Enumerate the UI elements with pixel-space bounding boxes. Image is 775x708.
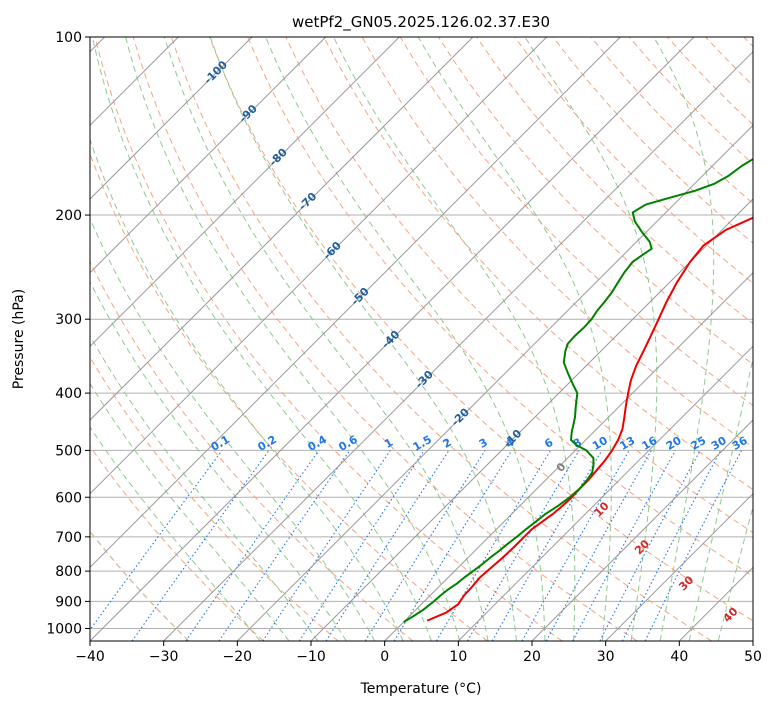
dry-adiabat-line [476, 37, 753, 325]
y-tick-label: 900 [55, 594, 82, 610]
x-tick-label: −10 [296, 649, 326, 665]
moist-adiabat-line [524, 37, 658, 641]
mixing-ratio-line [393, 450, 513, 641]
y-tick-label: 500 [55, 443, 82, 459]
mixing-ratio-line [545, 450, 652, 641]
moist-adiabat-line [717, 505, 753, 641]
x-axis-ticks: −40 −30 −20 −10 0 10 20 30 40 50 [75, 641, 762, 665]
mixing-ratio-line [644, 450, 742, 641]
series-lines [403, 157, 753, 623]
x-tick-label: 50 [744, 649, 762, 665]
y-tick-label: 400 [55, 386, 82, 402]
x-tick-label: −40 [75, 649, 105, 665]
isotherm-line [90, 37, 400, 348]
moist-adiabats [90, 37, 753, 641]
moist-adiabat-line [209, 37, 517, 641]
x-tick-label: 40 [670, 649, 688, 665]
isotherm-line [90, 37, 474, 421]
y-tick-label: 300 [55, 312, 82, 328]
isotherm-line [384, 271, 753, 641]
isotherm-line [236, 124, 753, 641]
moist-adiabat-line [91, 37, 432, 641]
isotherms [90, 37, 753, 641]
y-tick-label: 600 [55, 490, 82, 506]
dry-adiabat-line [94, 37, 563, 641]
isotherm-line [163, 50, 753, 641]
isotherm-line [90, 37, 253, 200]
x-tick-label: −20 [223, 649, 253, 665]
mixing-ratio-line [298, 450, 425, 641]
dewpoint-profile-line [403, 157, 753, 623]
mixing-ratio-line [262, 450, 391, 641]
isotherm-line [457, 345, 753, 641]
moist-adiabat-line [688, 356, 753, 641]
dry-adiabat-line [90, 356, 339, 641]
mixing-ratio-line [218, 450, 351, 641]
mixing-ratio-line [90, 450, 223, 631]
y-axis-label: Pressure (hPa) [11, 289, 27, 389]
moist-adiabat-line [90, 137, 404, 641]
y-tick-label: 700 [55, 530, 82, 546]
mixing-ratio-line [325, 450, 450, 641]
dry-adiabat-line [209, 37, 753, 622]
isotherm-line [90, 37, 695, 641]
isotherm-line [90, 37, 327, 274]
dry-adiabat-line [247, 37, 753, 577]
moist-adiabat-line [417, 37, 612, 641]
plot-frame [89, 36, 754, 642]
moist-adiabat-line [653, 37, 715, 641]
y-tick-label: 100 [55, 30, 82, 46]
isotherm-line [605, 492, 753, 641]
chart-title: wetPf2_GN05.2025.126.02.37.E30 [292, 13, 550, 32]
x-tick-label: 30 [597, 649, 615, 665]
y-tick-label: 800 [55, 564, 82, 580]
x-tick-label: 20 [523, 649, 541, 665]
moist-adiabat-line [265, 37, 546, 641]
y-axis-ticks: 100 200 300 400 500 600 700 800 900 1000 [46, 30, 90, 637]
x-tick-label: −30 [149, 649, 179, 665]
moist-adiabat-line [333, 37, 576, 641]
x-axis-label: Temperature (°C) [360, 681, 482, 697]
temperature-profile-line [426, 216, 753, 622]
dry-adiabat-line [90, 445, 264, 641]
moist-adiabat-line [125, 37, 461, 641]
isotherm-line [310, 198, 753, 641]
x-tick-label: 10 [449, 649, 467, 665]
y-tick-label: 1000 [46, 621, 82, 637]
isotherm-line [531, 419, 753, 641]
moist-adiabat-line [163, 37, 489, 641]
mixing-ratio-line [621, 450, 722, 641]
pressure-gridlines [90, 37, 753, 629]
moist-adiabat-line [90, 382, 290, 641]
moist-adiabat-line [90, 426, 261, 641]
dry-adiabat-line [170, 37, 712, 641]
mixing-ratio-line [185, 450, 320, 641]
y-tick-label: 200 [55, 208, 82, 224]
moist-adiabat-line [90, 217, 376, 641]
mixing-ratio-line [572, 450, 677, 641]
dry-adiabat-line [514, 37, 753, 284]
isotherm-line [90, 37, 621, 569]
x-tick-label: 0 [380, 649, 389, 665]
dry-adiabat-line [90, 260, 414, 641]
mixing-ratio-line [521, 450, 630, 641]
mixing-ratio-lines [90, 450, 742, 641]
dry-adiabats [90, 37, 753, 641]
isotherm-line [90, 37, 548, 495]
dry-adiabat-line [285, 37, 753, 534]
dry-adiabat-line [323, 37, 753, 491]
